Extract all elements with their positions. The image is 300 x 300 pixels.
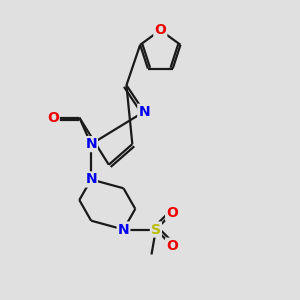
- Text: N: N: [85, 172, 97, 186]
- Text: O: O: [166, 206, 178, 220]
- Text: N: N: [85, 137, 97, 151]
- Text: S: S: [151, 223, 161, 236]
- Text: N: N: [138, 105, 150, 119]
- Text: O: O: [154, 23, 166, 37]
- Text: N: N: [118, 223, 129, 236]
- Text: O: O: [47, 111, 59, 124]
- Text: O: O: [166, 239, 178, 253]
